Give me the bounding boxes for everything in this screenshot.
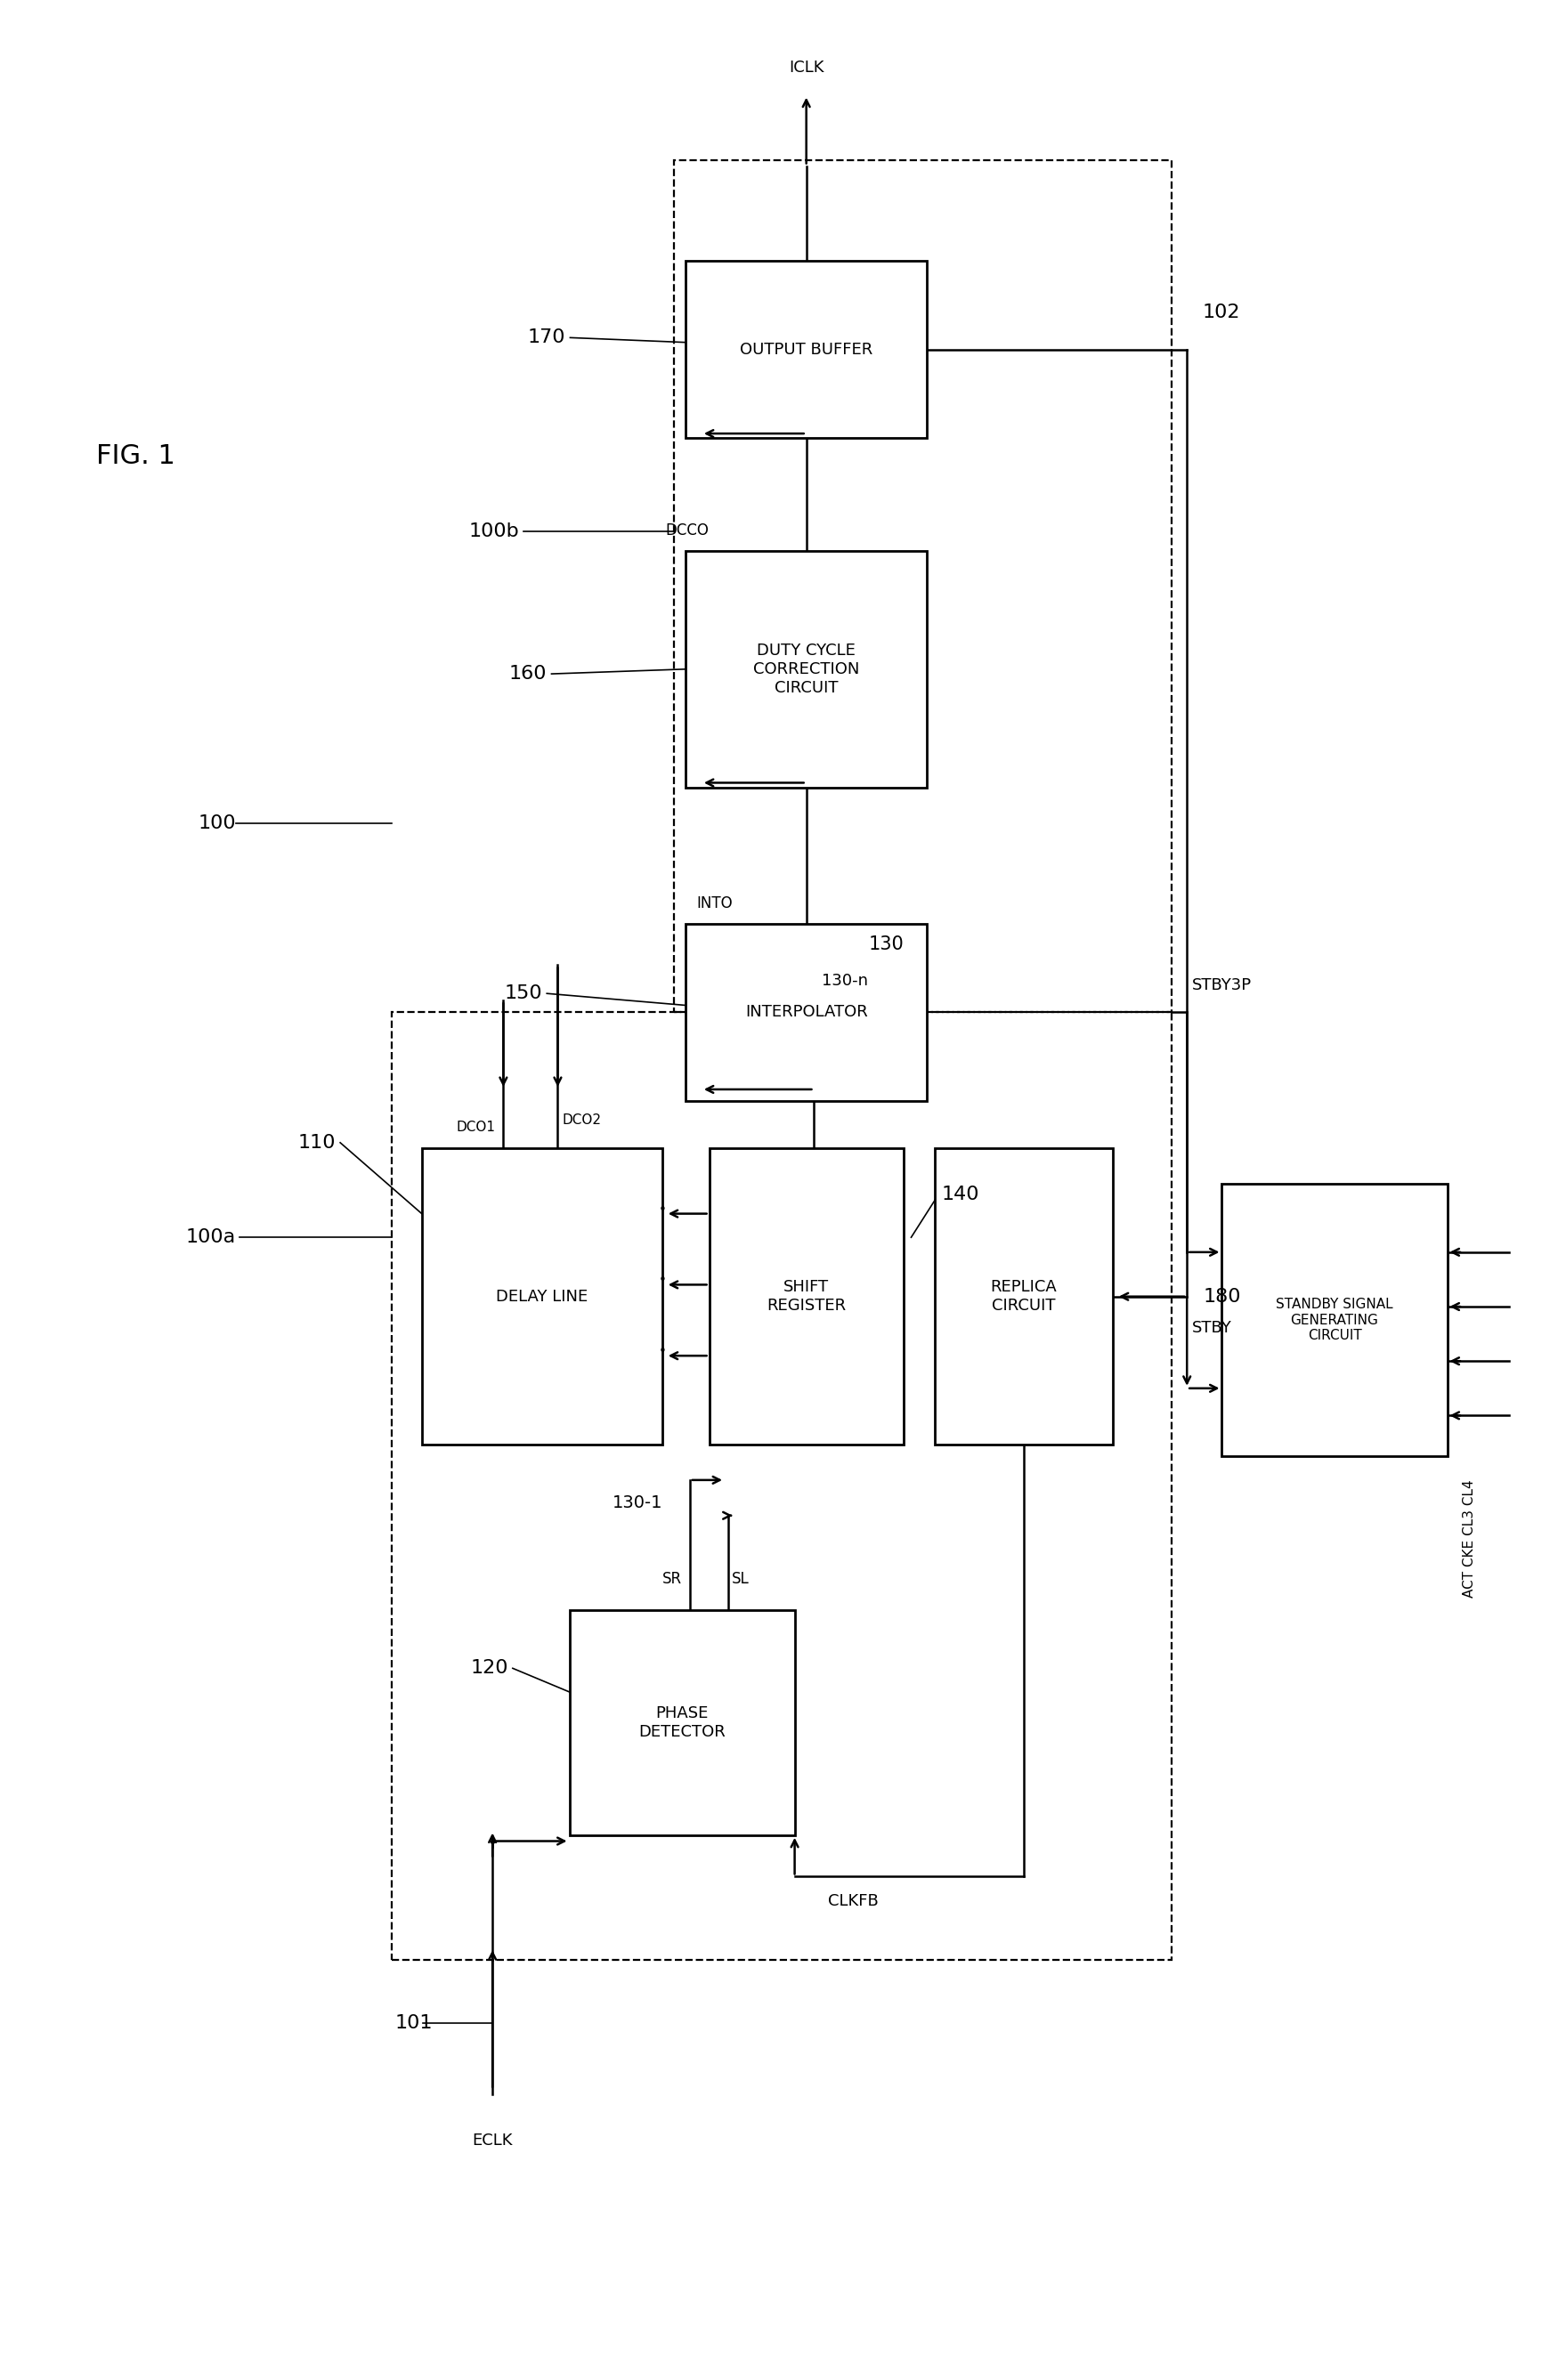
Text: 130-n: 130-n (822, 973, 868, 988)
Text: 120: 120 (470, 1659, 507, 1678)
Text: PHASE
DETECTOR: PHASE DETECTOR (639, 1706, 725, 1740)
Text: 130-1: 130-1 (612, 1495, 662, 1511)
Text: ACT CKE CL3 CL4: ACT CKE CL3 CL4 (1463, 1480, 1477, 1597)
Text: 102: 102 (1203, 302, 1240, 321)
Bar (570, 1611, 794, 1835)
Text: INTO: INTO (697, 895, 733, 912)
Text: INTERPOLATOR: INTERPOLATOR (745, 1004, 868, 1021)
Text: 100: 100 (199, 814, 236, 833)
Text: SHIFT
REGISTER: SHIFT REGISTER (767, 1280, 846, 1314)
Text: 100a: 100a (186, 1228, 236, 1247)
Text: •: • (659, 1273, 667, 1288)
Text: 101: 101 (395, 2013, 432, 2033)
Bar (392, 1012, 1171, 1959)
Text: FIG. 1: FIG. 1 (96, 443, 175, 469)
Text: STBY3P: STBY3P (1192, 978, 1251, 992)
Text: 170: 170 (528, 328, 565, 347)
Text: DELAY LINE: DELAY LINE (496, 1288, 589, 1304)
Text: 140: 140 (941, 1185, 979, 1204)
Text: STBY: STBY (1192, 1321, 1231, 1335)
Text: SR: SR (662, 1571, 683, 1587)
Bar (421, 1150, 662, 1445)
Text: 130: 130 (869, 935, 904, 954)
Text: DCO1: DCO1 (456, 1121, 495, 1133)
Bar (1221, 1185, 1447, 1457)
Text: ECLK: ECLK (473, 2132, 512, 2149)
Text: 100b: 100b (468, 524, 518, 540)
Text: SL: SL (731, 1571, 749, 1587)
Text: CLKFB: CLKFB (828, 1892, 879, 1909)
Text: 180: 180 (1204, 1288, 1242, 1307)
Bar (686, 262, 927, 438)
Text: DUTY CYCLE
CORRECTION
CIRCUIT: DUTY CYCLE CORRECTION CIRCUIT (753, 643, 860, 695)
Text: STANDBY SIGNAL
GENERATING
CIRCUIT: STANDBY SIGNAL GENERATING CIRCUIT (1276, 1297, 1394, 1342)
Text: •: • (659, 1345, 667, 1359)
Bar (686, 923, 927, 1102)
Bar (686, 550, 927, 788)
Text: 110: 110 (298, 1133, 335, 1152)
Bar (935, 1150, 1113, 1445)
Text: DCO2: DCO2 (562, 1114, 601, 1126)
Bar (675, 159, 1171, 1011)
Text: •: • (659, 1202, 667, 1216)
Bar (709, 1150, 904, 1445)
Text: 160: 160 (509, 664, 547, 683)
Text: DCCO: DCCO (666, 524, 709, 538)
Text: 150: 150 (504, 985, 542, 1002)
Text: OUTPUT BUFFER: OUTPUT BUFFER (739, 340, 872, 357)
Text: REPLICA
CIRCUIT: REPLICA CIRCUIT (991, 1280, 1057, 1314)
Text: ICLK: ICLK (789, 60, 824, 76)
